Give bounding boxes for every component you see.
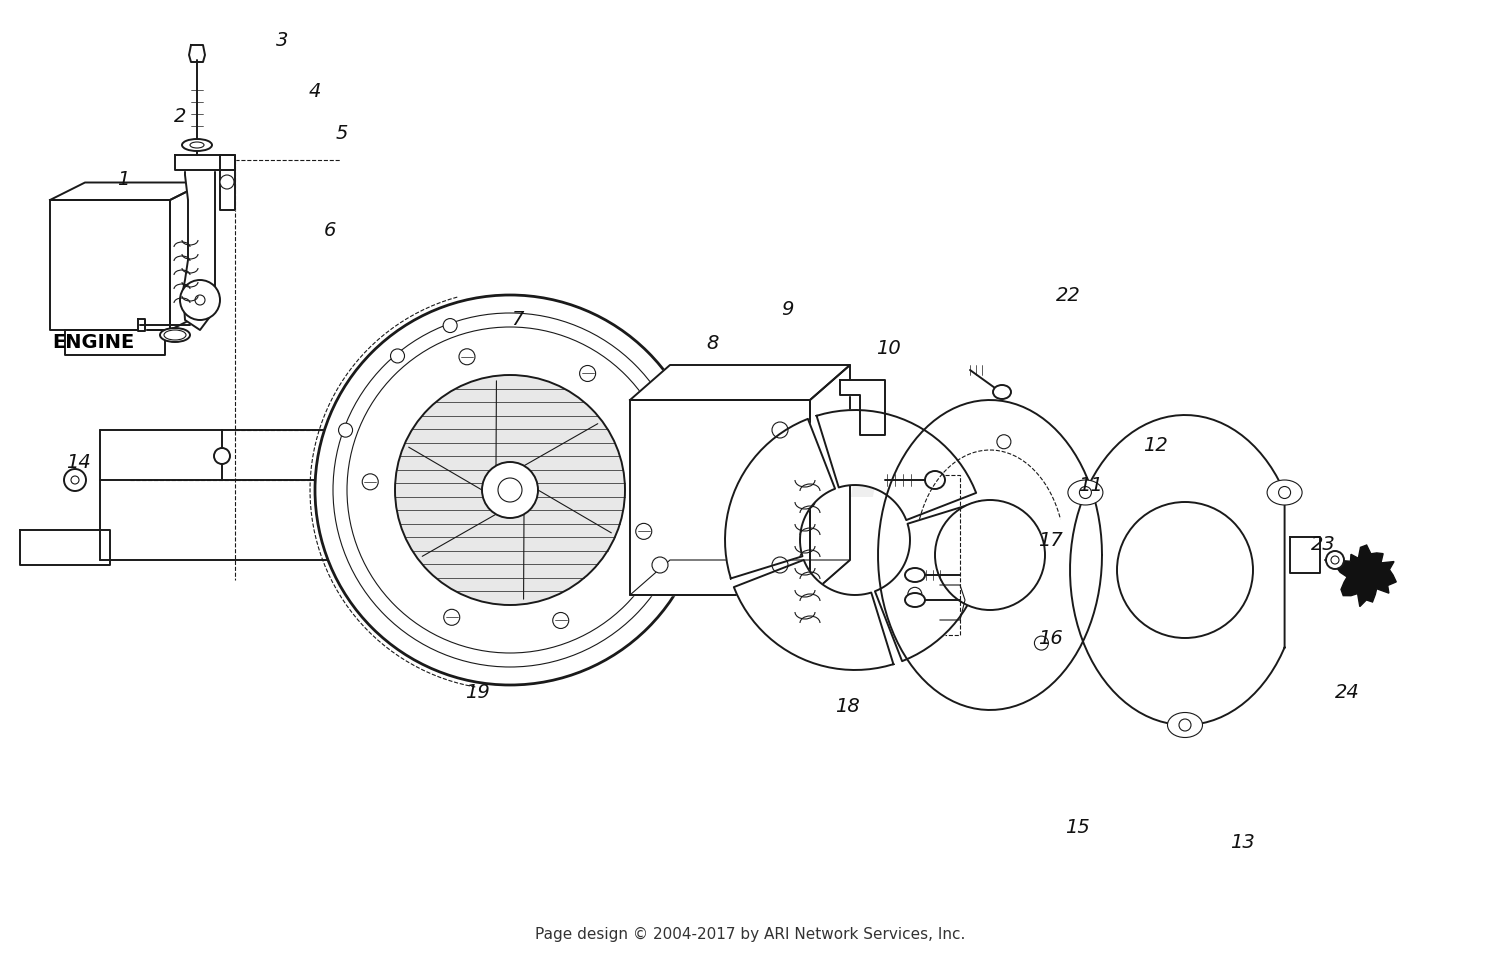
Polygon shape	[183, 160, 214, 330]
Ellipse shape	[1268, 480, 1302, 505]
Text: 8: 8	[706, 334, 718, 353]
Circle shape	[346, 327, 674, 653]
Circle shape	[498, 478, 522, 502]
Circle shape	[220, 175, 234, 189]
Text: ENGINE: ENGINE	[53, 333, 135, 352]
Circle shape	[1080, 487, 1092, 499]
Polygon shape	[1070, 415, 1284, 725]
Circle shape	[362, 473, 378, 490]
Text: 2: 2	[174, 106, 186, 126]
Ellipse shape	[164, 330, 186, 340]
Ellipse shape	[1167, 712, 1203, 738]
Ellipse shape	[190, 142, 204, 148]
Ellipse shape	[160, 328, 190, 342]
Ellipse shape	[904, 568, 926, 582]
Polygon shape	[878, 400, 1102, 710]
Circle shape	[339, 423, 352, 438]
Circle shape	[579, 366, 596, 381]
Polygon shape	[170, 183, 206, 330]
Circle shape	[70, 476, 80, 484]
Circle shape	[1035, 636, 1048, 650]
Text: 14: 14	[66, 453, 90, 472]
Circle shape	[934, 500, 1046, 610]
Text: 7: 7	[512, 310, 524, 329]
Ellipse shape	[182, 139, 212, 151]
Circle shape	[1179, 719, 1191, 731]
Polygon shape	[810, 365, 850, 595]
Circle shape	[772, 557, 788, 573]
Ellipse shape	[1068, 480, 1102, 505]
Polygon shape	[874, 501, 986, 661]
Polygon shape	[816, 410, 977, 520]
Text: 5: 5	[336, 124, 348, 143]
Circle shape	[772, 422, 788, 438]
Text: 18: 18	[836, 697, 860, 716]
Text: 24: 24	[1335, 682, 1359, 702]
Circle shape	[1118, 502, 1252, 638]
Circle shape	[1326, 551, 1344, 569]
Polygon shape	[724, 419, 836, 579]
Text: 23: 23	[1311, 534, 1335, 554]
Polygon shape	[840, 380, 885, 435]
Circle shape	[1330, 556, 1340, 564]
Text: Page design © 2004-2017 by ARI Network Services, Inc.: Page design © 2004-2017 by ARI Network S…	[536, 926, 964, 942]
Polygon shape	[1290, 537, 1320, 573]
Polygon shape	[734, 560, 894, 670]
Text: 16: 16	[1038, 629, 1062, 649]
Polygon shape	[50, 183, 206, 200]
Text: 3: 3	[276, 31, 288, 50]
Ellipse shape	[926, 471, 945, 489]
Circle shape	[482, 462, 538, 518]
Circle shape	[459, 348, 476, 365]
Polygon shape	[220, 155, 236, 210]
Text: 9: 9	[782, 300, 794, 319]
Circle shape	[1278, 487, 1290, 499]
Circle shape	[214, 448, 230, 464]
Circle shape	[552, 613, 568, 628]
Text: 13: 13	[1230, 832, 1254, 852]
Circle shape	[64, 469, 86, 491]
Text: 4: 4	[309, 82, 321, 102]
Polygon shape	[630, 400, 810, 595]
Polygon shape	[630, 560, 850, 595]
Circle shape	[394, 375, 626, 605]
Circle shape	[195, 295, 206, 305]
Polygon shape	[1335, 545, 1396, 607]
Circle shape	[652, 557, 668, 573]
Text: 15: 15	[1065, 818, 1089, 837]
Polygon shape	[50, 200, 170, 330]
Polygon shape	[176, 155, 236, 170]
Circle shape	[442, 318, 458, 333]
Polygon shape	[138, 319, 146, 331]
Polygon shape	[64, 330, 165, 355]
Text: 12: 12	[1143, 436, 1167, 455]
Text: 19: 19	[465, 682, 489, 702]
Polygon shape	[630, 365, 850, 400]
Circle shape	[390, 348, 405, 363]
Ellipse shape	[993, 385, 1011, 399]
Text: 22: 22	[1056, 286, 1080, 305]
Polygon shape	[189, 45, 206, 62]
Circle shape	[998, 435, 1011, 449]
Circle shape	[636, 524, 651, 539]
Text: 17: 17	[1038, 530, 1062, 550]
Text: 11: 11	[1078, 476, 1102, 496]
Text: 1: 1	[117, 169, 129, 189]
Text: ARI: ARI	[668, 408, 892, 522]
Circle shape	[333, 313, 687, 667]
Polygon shape	[20, 530, 110, 565]
Text: 6: 6	[324, 221, 336, 240]
Circle shape	[908, 588, 922, 601]
Circle shape	[315, 295, 705, 685]
Text: 10: 10	[876, 339, 900, 358]
Circle shape	[180, 280, 220, 320]
Circle shape	[444, 609, 459, 625]
Ellipse shape	[904, 593, 926, 607]
